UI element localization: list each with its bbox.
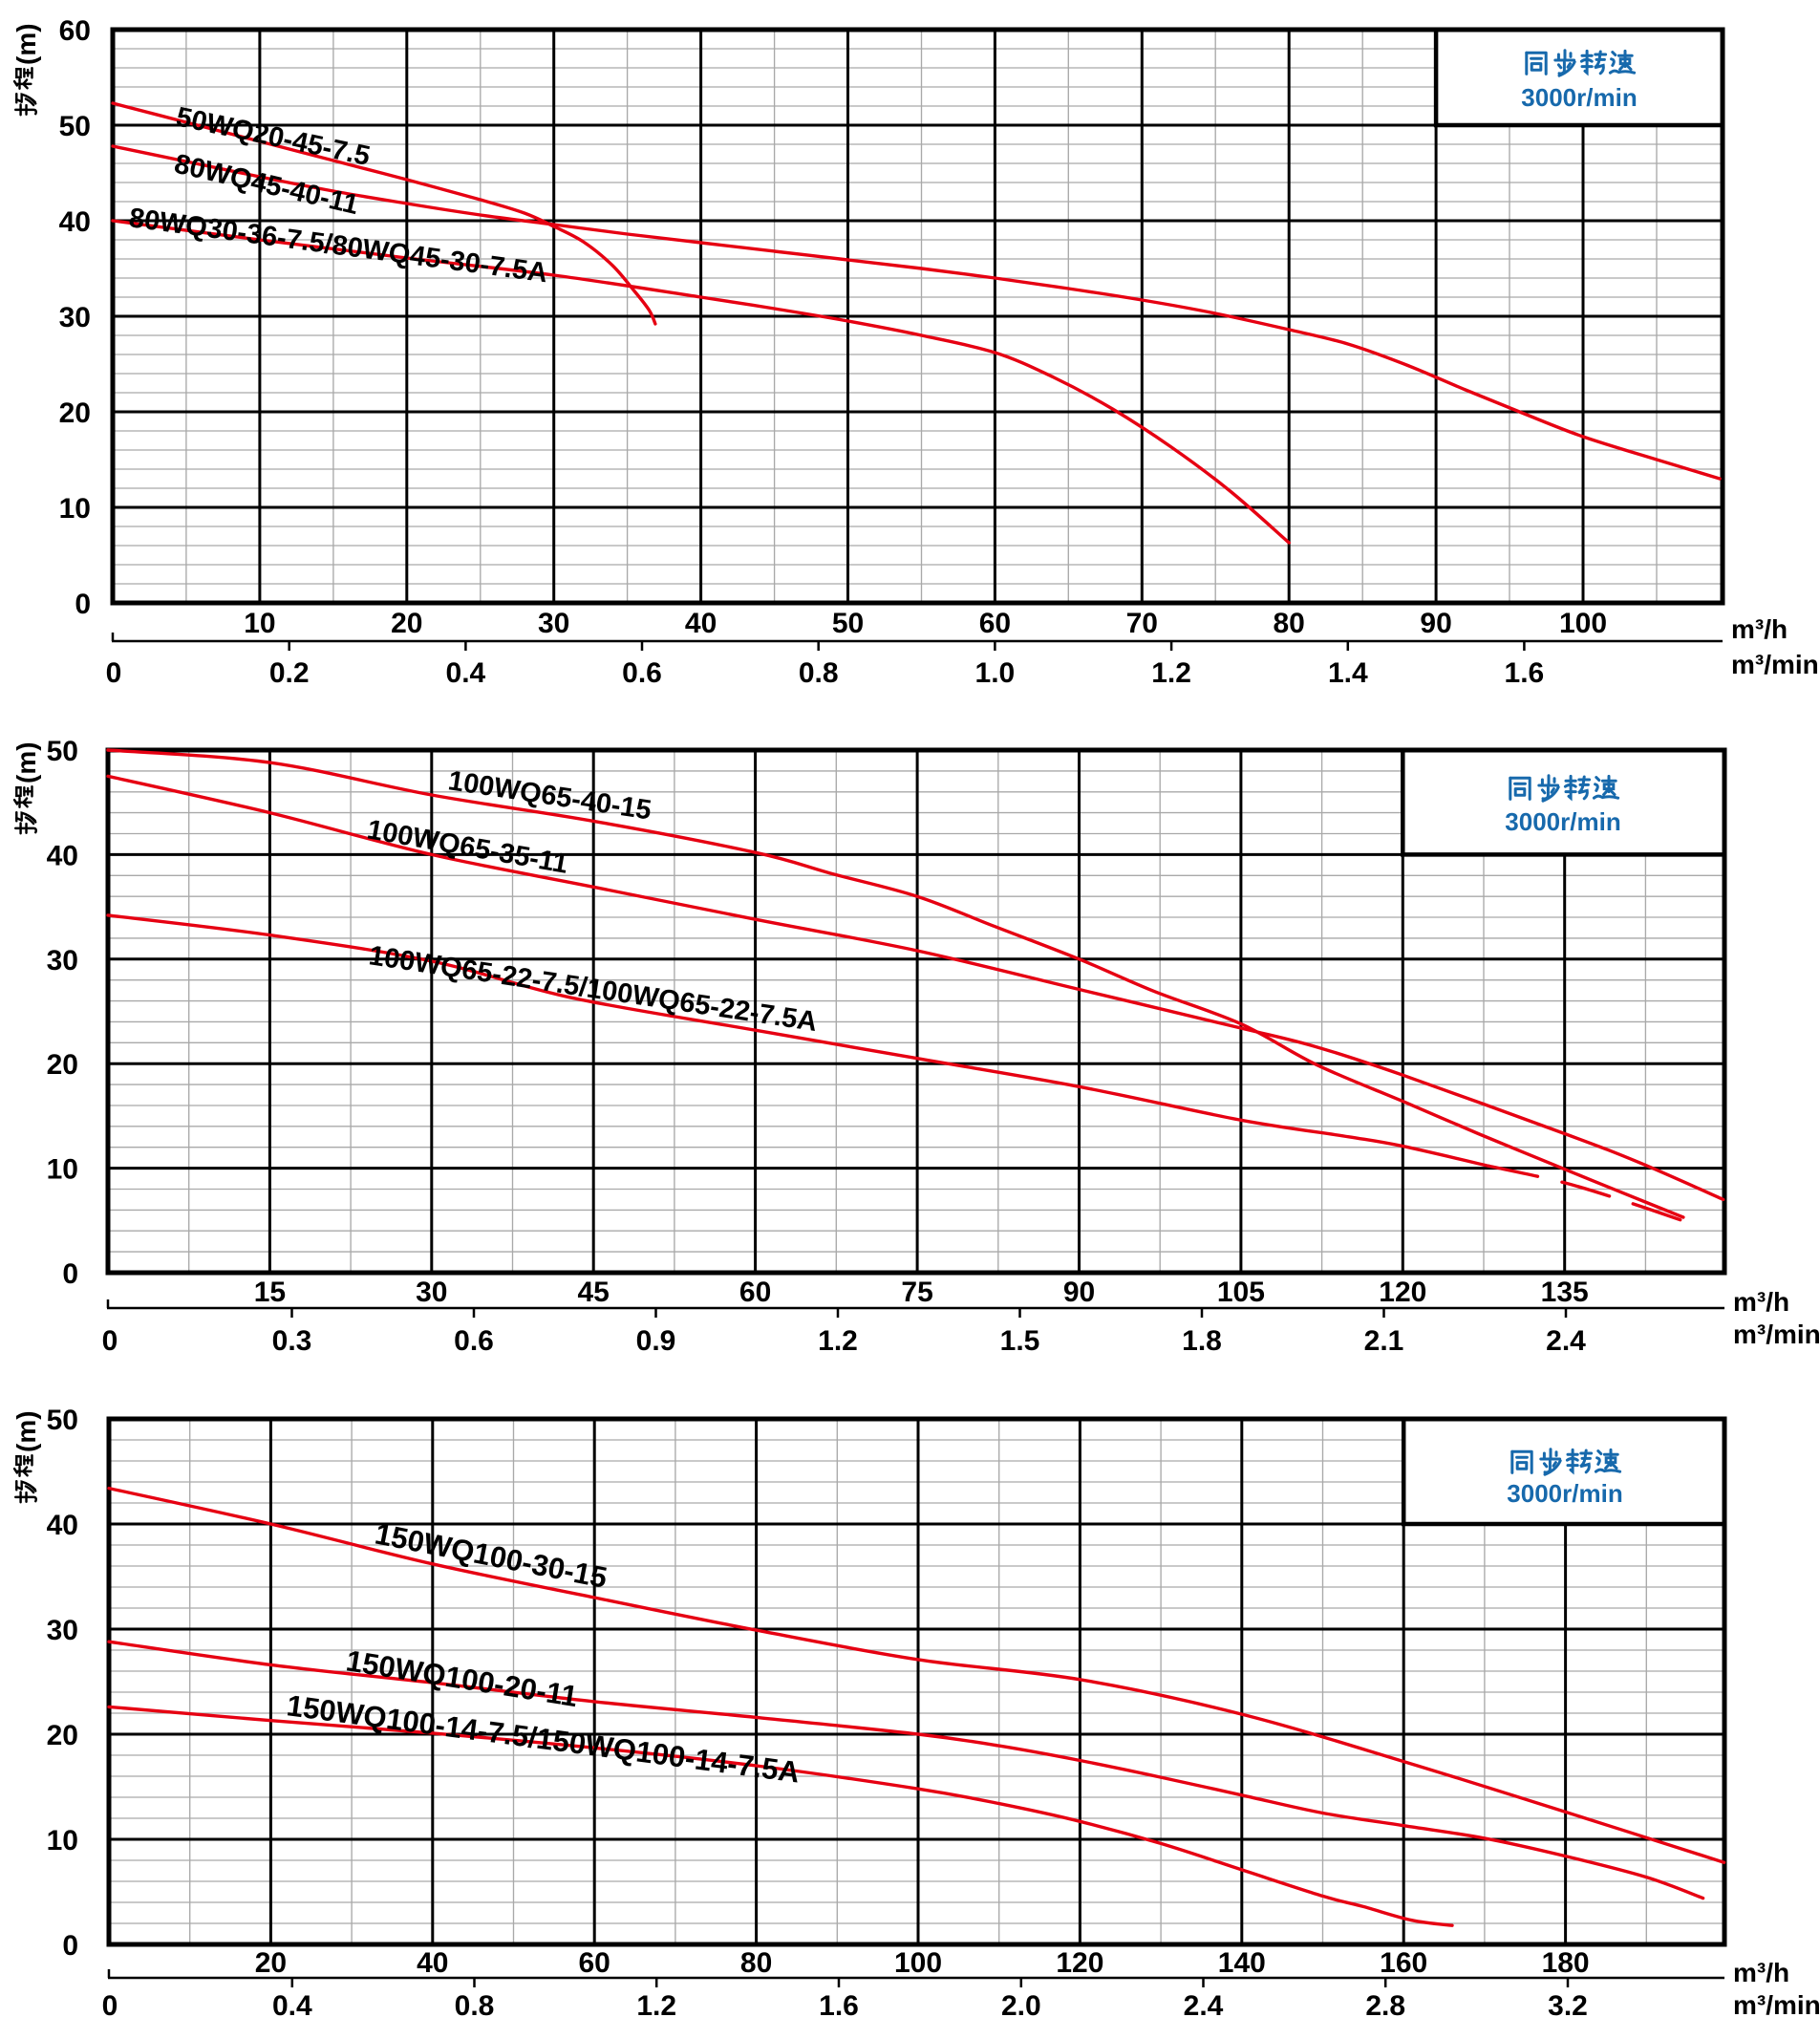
svg-text:80: 80 (740, 1947, 772, 1979)
svg-text:60: 60 (59, 15, 91, 47)
svg-text:2.4: 2.4 (1546, 1325, 1586, 1357)
svg-text:90: 90 (1063, 1277, 1095, 1308)
svg-text:40: 40 (47, 1510, 78, 1541)
svg-text:0.6: 0.6 (622, 657, 662, 689)
svg-text:40: 40 (417, 1947, 448, 1979)
svg-text:20: 20 (391, 608, 422, 639)
svg-text:30: 30 (538, 608, 569, 639)
svg-text:0.6: 0.6 (454, 1325, 494, 1357)
svg-text:3.2: 3.2 (1548, 1990, 1588, 2022)
svg-text:60: 60 (739, 1277, 771, 1308)
svg-text:180: 180 (1542, 1947, 1590, 1979)
svg-text:0: 0 (106, 657, 122, 689)
svg-text:1.4: 1.4 (1328, 657, 1368, 689)
svg-text:50: 50 (832, 608, 864, 639)
svg-text:140: 140 (1218, 1947, 1266, 1979)
svg-text:1.0: 1.0 (975, 657, 1016, 689)
svg-text:60: 60 (579, 1947, 610, 1979)
svg-text:50: 50 (47, 736, 78, 767)
svg-text:75: 75 (901, 1277, 932, 1308)
svg-text:60: 60 (979, 608, 1011, 639)
svg-text:40: 40 (59, 206, 91, 238)
svg-text:10: 10 (47, 1825, 78, 1857)
svg-text:1.8: 1.8 (1182, 1325, 1222, 1357)
svg-text:m³/h: m³/h (1731, 614, 1788, 644)
svg-text:m³/min: m³/min (1731, 650, 1819, 679)
svg-text:30: 30 (416, 1277, 447, 1308)
svg-text:3000r/min: 3000r/min (1507, 1479, 1622, 1508)
svg-text:40: 40 (685, 608, 717, 639)
svg-text:70: 70 (1126, 608, 1158, 639)
svg-text:50: 50 (59, 111, 91, 142)
svg-text:15: 15 (254, 1277, 286, 1308)
svg-text:m³/h: m³/h (1733, 1958, 1789, 1987)
svg-text:135: 135 (1541, 1277, 1589, 1308)
svg-text:20: 20 (255, 1947, 287, 1979)
svg-text:90: 90 (1420, 608, 1451, 639)
svg-text:30: 30 (59, 302, 91, 333)
svg-text:3000r/min: 3000r/min (1505, 807, 1620, 836)
svg-text:0: 0 (75, 589, 91, 620)
svg-text:0: 0 (62, 1258, 78, 1290)
svg-text:0: 0 (102, 1990, 118, 2022)
svg-text:20: 20 (59, 397, 91, 429)
svg-text:0.4: 0.4 (272, 1990, 312, 2022)
svg-text:m³/min: m³/min (1733, 1320, 1820, 1349)
svg-text:3000r/min: 3000r/min (1521, 83, 1637, 112)
svg-text:(m): (m) (11, 23, 41, 65)
svg-text:0: 0 (62, 1930, 78, 1962)
svg-text:45: 45 (578, 1277, 610, 1308)
svg-text:105: 105 (1217, 1277, 1265, 1308)
svg-text:1.2: 1.2 (1151, 657, 1191, 689)
svg-text:1.2: 1.2 (636, 1990, 676, 2022)
svg-text:160: 160 (1380, 1947, 1427, 1979)
svg-text:0.3: 0.3 (272, 1325, 312, 1357)
svg-text:m³/h: m³/h (1733, 1287, 1789, 1317)
svg-text:100: 100 (1559, 608, 1607, 639)
svg-text:0: 0 (102, 1325, 118, 1357)
svg-text:2.8: 2.8 (1365, 1990, 1405, 2022)
svg-text:120: 120 (1379, 1277, 1426, 1308)
svg-text:40: 40 (47, 840, 78, 871)
svg-text:80: 80 (1274, 608, 1305, 639)
svg-text:10: 10 (47, 1154, 78, 1186)
svg-text:100: 100 (894, 1947, 942, 1979)
svg-text:1.2: 1.2 (818, 1325, 858, 1357)
svg-text:120: 120 (1056, 1947, 1103, 1979)
svg-text:0.9: 0.9 (636, 1325, 676, 1357)
svg-text:1.6: 1.6 (819, 1990, 859, 2022)
svg-text:1.5: 1.5 (1000, 1325, 1040, 1357)
svg-text:30: 30 (47, 1615, 78, 1646)
svg-text:m³/min: m³/min (1733, 1990, 1820, 2020)
svg-text:0.8: 0.8 (799, 657, 839, 689)
svg-text:0.2: 0.2 (269, 657, 310, 689)
svg-text:2.4: 2.4 (1184, 1990, 1224, 2022)
svg-text:10: 10 (59, 493, 91, 525)
svg-text:30: 30 (47, 945, 78, 977)
svg-text:2.1: 2.1 (1364, 1325, 1404, 1357)
svg-text:0.8: 0.8 (455, 1990, 495, 2022)
svg-text:1.6: 1.6 (1505, 657, 1545, 689)
svg-text:(m): (m) (11, 1410, 41, 1452)
svg-text:(m): (m) (11, 741, 41, 783)
svg-text:20: 20 (47, 1049, 78, 1081)
svg-text:50: 50 (47, 1405, 78, 1436)
svg-text:20: 20 (47, 1720, 78, 1751)
svg-text:2.0: 2.0 (1001, 1990, 1041, 2022)
svg-text:10: 10 (244, 608, 275, 639)
svg-text:0.4: 0.4 (446, 657, 486, 689)
